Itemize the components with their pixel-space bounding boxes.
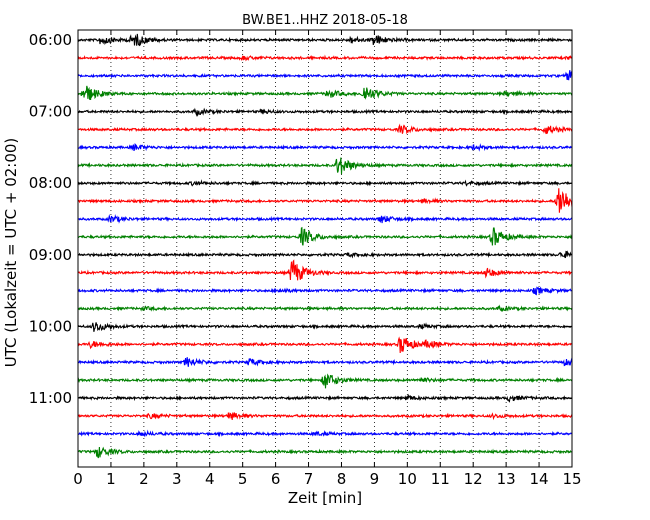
x-tick-label: 13	[497, 470, 516, 488]
seismogram-trace	[77, 286, 573, 296]
x-tick-label: 14	[530, 470, 549, 488]
x-tick-label: 15	[562, 470, 581, 488]
y-tick-label: 06:00	[29, 31, 72, 49]
seismogram-trace	[77, 214, 573, 224]
y-tick-label: 09:00	[29, 246, 72, 264]
y-tick-label: 07:00	[29, 103, 72, 121]
y-axis-label: UTC (Lokalzeit = UTC + 02:00)	[2, 138, 20, 368]
seismogram-trace	[78, 357, 573, 367]
x-tick-label: 6	[271, 470, 281, 488]
x-tick-label: 11	[431, 470, 450, 488]
seismogram-trace	[77, 322, 573, 332]
x-tick-label: 12	[464, 470, 483, 488]
x-tick-label: 0	[73, 470, 83, 488]
seismogram-trace	[77, 412, 573, 421]
seismogram-trace	[77, 446, 573, 459]
y-tick-label: 11:00	[29, 389, 72, 407]
y-tick-label: 10:00	[29, 317, 72, 335]
seismogram-trace	[77, 373, 573, 389]
x-tick-label: 8	[337, 470, 347, 488]
seismogram-trace	[77, 250, 573, 259]
vertical-gridlines	[110, 30, 540, 467]
x-tick-label: 7	[304, 470, 314, 488]
x-tick-label: 5	[238, 470, 248, 488]
seismogram-trace	[77, 336, 573, 354]
seismogram-trace	[77, 85, 573, 101]
seismogram-trace	[77, 259, 572, 281]
seismogram-trace	[77, 429, 573, 438]
seismogram-trace	[77, 188, 573, 213]
seismogram-trace	[77, 54, 573, 62]
seismogram-trace	[77, 107, 573, 117]
seismogram-trace	[77, 123, 573, 135]
x-tick-label: 9	[370, 470, 380, 488]
seismogram-trace	[77, 33, 573, 47]
y-tick-label: 08:00	[29, 174, 72, 192]
seismogram-trace	[77, 304, 573, 313]
seismogram-trace	[77, 142, 573, 152]
x-tick-label: 1	[106, 470, 116, 488]
seismogram-traces	[77, 33, 573, 459]
seismogram-trace	[77, 179, 573, 187]
x-axis-ticks: 0 1 2 3 4 5 6 7 8 9 10 11 12 13 14 15	[73, 30, 582, 488]
seismogram-trace	[77, 226, 573, 246]
y-axis-ticks: 06:00 07:00 08:00 09:00 10:00 11:00	[29, 31, 572, 407]
seismogram-trace	[77, 157, 573, 175]
plot-frame	[77, 29, 573, 468]
x-tick-label: 10	[398, 470, 417, 488]
x-tick-label: 3	[172, 470, 182, 488]
x-tick-label: 2	[139, 470, 149, 488]
x-tick-label: 4	[205, 470, 215, 488]
x-axis-label: Zeit [min]	[288, 489, 362, 507]
seismogram-trace	[77, 393, 573, 403]
chart-title: BW.BE1..HHZ 2018-05-18	[242, 13, 408, 28]
seismogram-trace	[77, 70, 573, 81]
